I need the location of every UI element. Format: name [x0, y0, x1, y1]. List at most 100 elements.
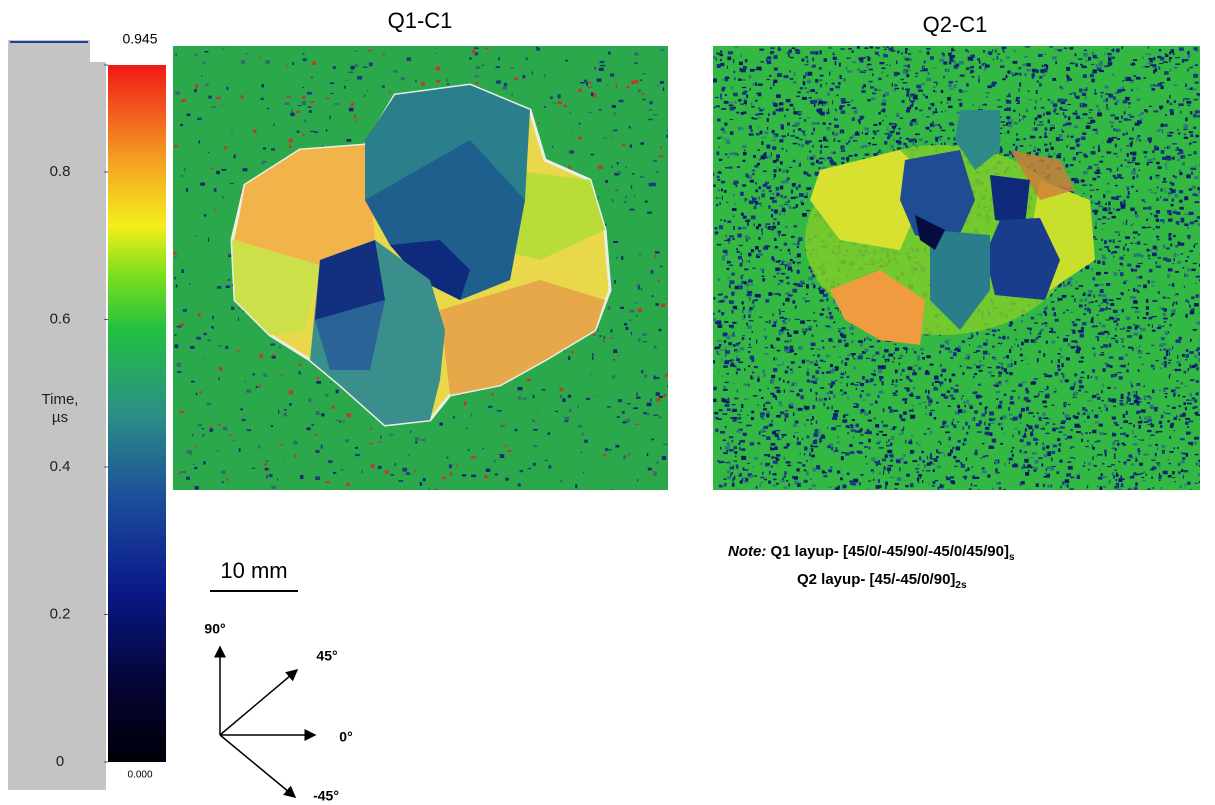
speckle [177, 370, 182, 373]
speckle [652, 160, 658, 162]
speckle [982, 50, 986, 53]
speckle [1132, 391, 1136, 393]
speckle [419, 482, 422, 486]
speckle [1177, 260, 1182, 264]
speckle [1112, 239, 1115, 244]
speckle [916, 477, 920, 482]
speckle [777, 364, 782, 366]
speckle [726, 408, 731, 411]
speckle [1097, 260, 1101, 264]
speckle [927, 462, 931, 466]
speckle [1125, 236, 1130, 240]
speckle [757, 83, 763, 86]
speckle [1119, 256, 1124, 260]
speckle [1003, 51, 1005, 53]
speckle [780, 194, 783, 198]
speckle [1184, 223, 1189, 227]
speckle [971, 57, 974, 61]
speckle [242, 168, 248, 172]
speckle [747, 325, 752, 329]
speckle [1175, 387, 1180, 389]
speckle [734, 365, 738, 368]
speckle [878, 447, 884, 449]
speckle [831, 381, 836, 385]
speckle [1058, 443, 1062, 447]
speckle [771, 419, 773, 423]
speckle [1065, 484, 1068, 487]
speckle [923, 433, 927, 435]
speckle [1061, 98, 1065, 100]
speckle [315, 449, 320, 453]
speckle [894, 392, 897, 394]
speckle [1129, 485, 1131, 488]
speckle [790, 189, 794, 194]
speckle [1034, 117, 1038, 121]
speckle [439, 422, 443, 426]
speckle [1157, 464, 1159, 466]
speckle [918, 402, 922, 405]
speckle [812, 467, 817, 472]
speckle [1133, 253, 1137, 258]
speckle [879, 149, 881, 152]
speckle [1148, 257, 1151, 260]
speckle [1033, 466, 1038, 471]
speckle [918, 50, 922, 53]
speckle [847, 432, 850, 434]
speckle [729, 106, 735, 111]
speckle [979, 364, 985, 367]
speckle [1121, 46, 1123, 50]
speckle [906, 74, 910, 78]
speckle [1128, 114, 1132, 116]
speckle [806, 471, 809, 476]
speckle [228, 434, 232, 436]
speckle [598, 165, 603, 170]
speckle [630, 185, 633, 189]
speckle [1108, 343, 1112, 348]
speckle [1102, 476, 1108, 479]
speckle [1091, 347, 1096, 350]
speckle [1159, 82, 1165, 84]
speckle [1044, 135, 1048, 138]
speckle [717, 278, 721, 282]
speckle [924, 464, 926, 468]
speckle [969, 344, 971, 346]
speckle [984, 431, 988, 435]
speckle [816, 324, 818, 327]
speckle [1135, 162, 1140, 166]
speckle [1055, 319, 1058, 322]
speckle [894, 369, 898, 374]
speckle [228, 254, 233, 257]
speckle [637, 479, 639, 482]
speckle [261, 84, 265, 88]
speckle [366, 89, 369, 92]
speckle [857, 430, 862, 433]
speckle [888, 439, 890, 442]
speckle [1164, 190, 1167, 194]
speckle [789, 70, 791, 73]
speckle [1045, 340, 1048, 344]
speckle [1116, 318, 1120, 321]
speckle [1042, 425, 1044, 430]
speckle [614, 172, 620, 176]
speckle [737, 443, 740, 445]
speckle [1102, 207, 1108, 212]
speckle [1044, 375, 1050, 378]
speckle [1080, 136, 1086, 140]
speckle [1171, 143, 1177, 145]
speckle [1152, 150, 1155, 154]
speckle [1015, 339, 1018, 341]
speckle [723, 362, 727, 364]
speckle [1065, 402, 1067, 407]
speckle [197, 117, 202, 121]
speckle [840, 48, 845, 50]
speckle [1063, 123, 1066, 127]
speckle [911, 404, 914, 407]
speckle [1199, 337, 1200, 341]
speckle [828, 312, 832, 315]
speckle [967, 467, 970, 471]
speckle [639, 176, 645, 178]
speckle [832, 131, 834, 135]
speckle [834, 307, 839, 309]
speckle [903, 58, 906, 61]
speckle [735, 489, 740, 490]
